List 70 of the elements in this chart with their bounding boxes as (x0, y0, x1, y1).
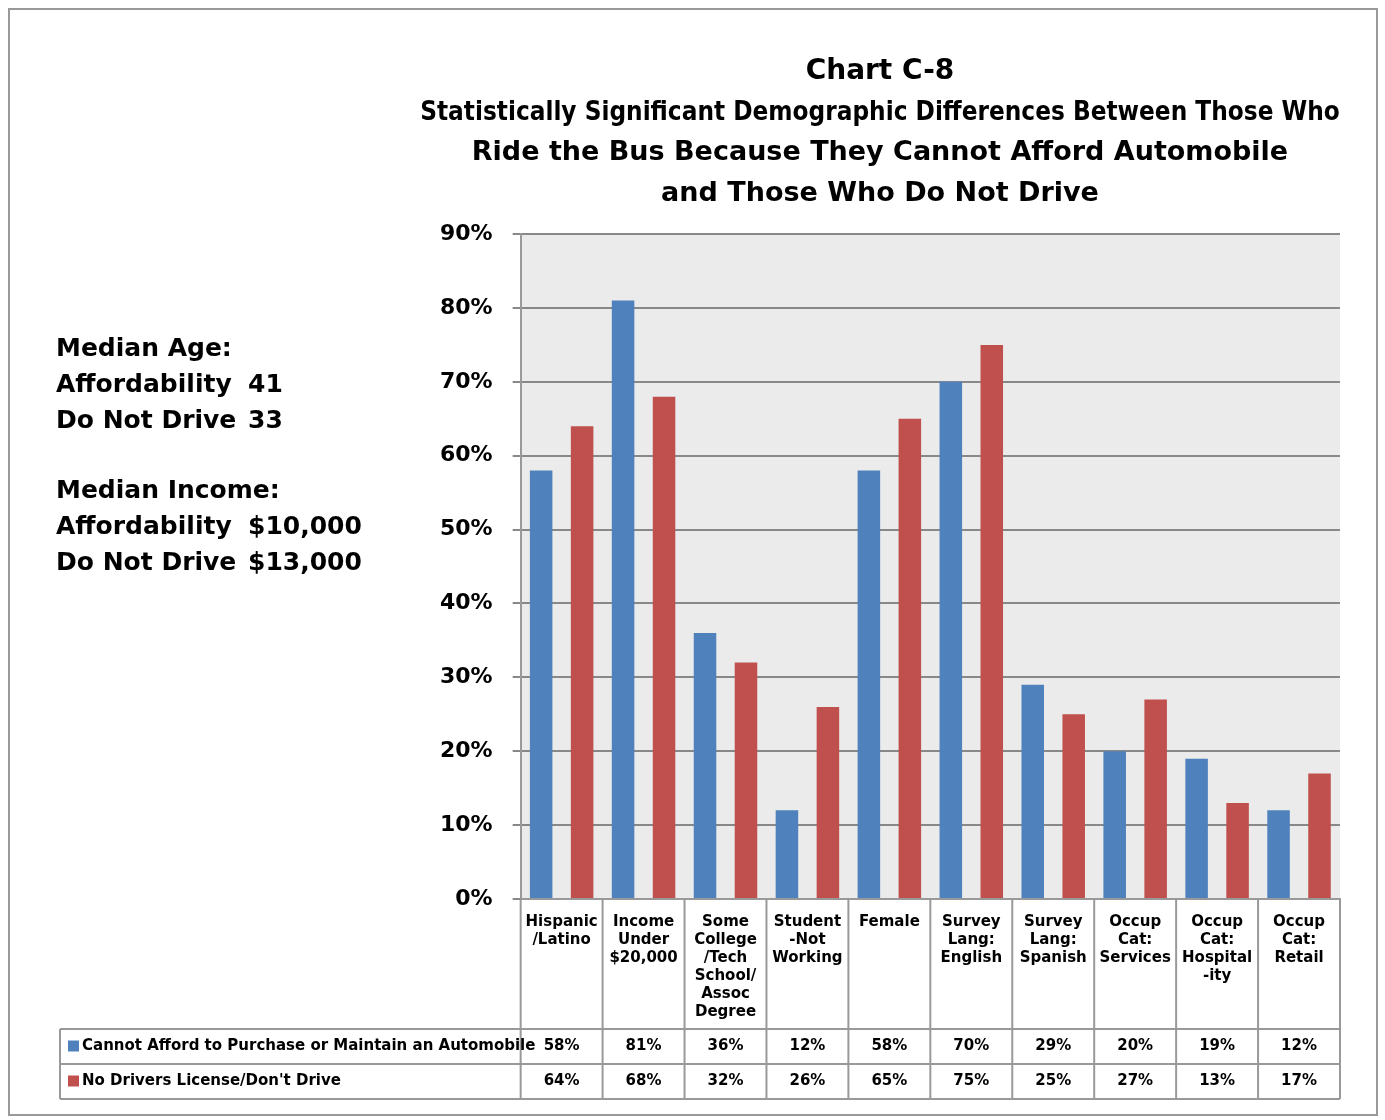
y-tick-label: 40% (439, 589, 493, 615)
bar (1062, 714, 1085, 898)
x-tick-label: Student -Not Working (772, 911, 843, 966)
data-label: 12% (789, 1036, 826, 1055)
y-tick-label: 30% (439, 663, 493, 689)
bar (1103, 751, 1126, 898)
bar (1267, 810, 1290, 898)
x-tick-label: Female (858, 911, 920, 930)
data-label: 58% (543, 1036, 580, 1055)
data-label: 81% (625, 1036, 662, 1055)
x-tick-label: Occup Cat: Hospital -ity (1182, 911, 1253, 984)
x-tick-label: Survey Lang: English (940, 911, 1003, 966)
x-tick-label: Occup Cat: Services (1099, 911, 1171, 966)
text: Affordability 41 (56, 368, 283, 400)
bar (857, 470, 881, 898)
data-label: 70% (953, 1036, 990, 1055)
y-tick-label: 0% (455, 884, 493, 910)
bar (775, 810, 799, 898)
y-tick-label: 70% (439, 367, 493, 393)
data-label: 64% (543, 1071, 580, 1090)
bar (1308, 773, 1331, 898)
text: Affordability $10,000 (56, 510, 362, 542)
bar (734, 662, 758, 898)
bar (652, 396, 676, 898)
y-tick-label: 80% (439, 293, 493, 319)
data-label: 36% (707, 1036, 744, 1055)
bar (693, 633, 717, 898)
y-tick-label: 10% (439, 810, 493, 836)
data-label: 25% (1035, 1071, 1072, 1090)
data-label: 29% (1035, 1036, 1072, 1055)
data-label: 13% (1199, 1071, 1236, 1090)
data-label: 26% (789, 1071, 826, 1090)
y-tick-label: 20% (439, 736, 493, 762)
x-tick-label: Hispanic/Latino (525, 911, 598, 948)
bar (1185, 758, 1208, 898)
data-label: 19% (1199, 1036, 1236, 1055)
data-label: 12% (1281, 1036, 1317, 1055)
data-label: 75% (953, 1071, 990, 1090)
bar (898, 418, 922, 898)
data-label: 17% (1281, 1071, 1317, 1090)
bar (980, 344, 1004, 898)
data-label: 20% (1117, 1036, 1154, 1055)
data-label: 27% (1117, 1071, 1154, 1090)
bar (939, 381, 963, 898)
text: Median Age: (56, 332, 233, 364)
data-label: 68% (625, 1071, 662, 1090)
bar (611, 300, 635, 898)
bar (529, 470, 553, 898)
text: Median Income: (56, 474, 281, 506)
text: Do Not Drive $13,000 (56, 546, 362, 578)
legend-label: No Drivers License/Don't Drive (82, 1071, 341, 1090)
legend-label: Cannot Afford to Purchase or Maintain an Automobile (82, 1036, 536, 1055)
x-tick-label: Income Under $20,000 (609, 911, 678, 966)
y-tick-label: 60% (439, 441, 493, 467)
bar (816, 706, 840, 898)
bar (1021, 684, 1045, 898)
data-label: 58% (871, 1036, 908, 1055)
text: Do Not Drive 33 (56, 404, 283, 436)
data-label: 65% (871, 1071, 908, 1090)
data-label: 32% (707, 1071, 744, 1090)
chart-subtitle: Statistically Significant Demographic Differences Between Those Who Ride the Bus Because They Cannot Afford Automobile and Those Who Do Not Drive (420, 95, 1340, 207)
y-tick-label: 90% (439, 219, 493, 245)
bar (1144, 699, 1167, 898)
y-tick-label: 50% (439, 515, 493, 541)
x-tick-label: Some College /Tech School/ Assoc Degree (694, 911, 757, 1020)
chart-title: Chart C-8 (805, 53, 955, 87)
x-tick-label: Occup Cat: Retail (1273, 911, 1326, 966)
x-tick-label: Survey Lang: Spanish (1019, 911, 1087, 966)
bar (1226, 802, 1249, 898)
bar (570, 426, 594, 898)
